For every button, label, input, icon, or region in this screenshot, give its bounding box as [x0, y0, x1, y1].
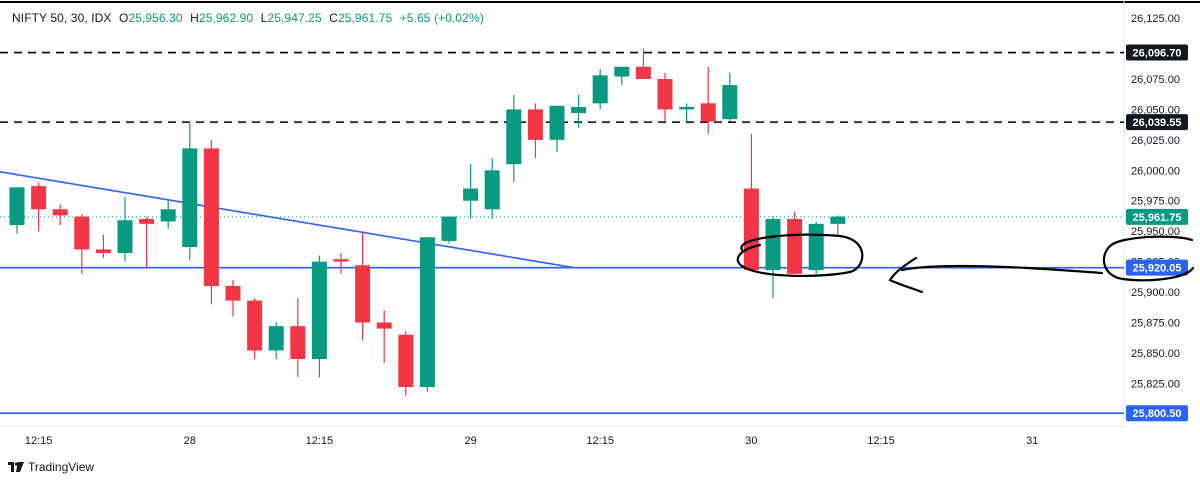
price-tick-label: 26,125.00 — [1131, 13, 1180, 25]
candle-body — [268, 326, 284, 351]
change-value: +5.65 (+0.02%) — [399, 11, 484, 25]
time-tick-label: 12:15 — [306, 435, 334, 447]
candle-body — [139, 219, 155, 224]
price-label-bg — [1126, 259, 1188, 276]
candle-body — [765, 219, 781, 271]
price-labels: 26,096.70 26,039.55 25,961.75 25,920.05 25,8… — [1126, 44, 1188, 422]
price-label: 25,920.05 — [1133, 263, 1182, 275]
price-label-bg — [1126, 114, 1188, 131]
candle-body — [95, 249, 111, 254]
candle-body — [527, 109, 543, 140]
brand-name: TradingView — [28, 460, 95, 474]
high-value: 25,962.90 — [198, 11, 254, 25]
candle-body — [635, 66, 651, 79]
time-tick-label: 28 — [184, 435, 196, 447]
candle-body — [182, 148, 198, 248]
candle-body — [290, 326, 306, 360]
time-tick-label: 12:15 — [25, 435, 53, 447]
candle-body — [203, 148, 219, 286]
open-label: O — [118, 11, 129, 25]
price-label-bg — [1126, 405, 1188, 422]
low-value: 25,947.25 — [267, 11, 322, 25]
price-label: 25,800.50 — [1133, 408, 1182, 420]
tradingview-logo-icon — [8, 462, 24, 472]
candle-body — [463, 188, 479, 201]
candle-body — [398, 334, 414, 388]
candle-body — [614, 66, 630, 77]
high-label: H — [190, 11, 199, 25]
candle-body — [592, 75, 608, 104]
arrow-shaft — [900, 264, 1104, 275]
price-tick-label: 26,000.00 — [1131, 165, 1180, 177]
time-tick-label: 12:15 — [867, 435, 895, 447]
price-tick-label: 25,950.00 — [1131, 226, 1180, 238]
candle-body — [376, 322, 392, 329]
candle-body — [160, 209, 176, 222]
low-label: L — [260, 11, 268, 25]
trendline — [0, 170, 575, 269]
candle-body — [787, 219, 803, 274]
candle-body — [743, 188, 759, 271]
candle-body — [506, 109, 522, 165]
close-label: C — [329, 11, 338, 25]
price-tick-label: 25,900.00 — [1131, 287, 1180, 299]
ohlc-legend: NIFTY 50, 30, IDX O25,956.30 H25,962.90 … — [12, 11, 484, 25]
tradingview-brand[interactable]: TradingView — [8, 460, 94, 474]
price-tick-label: 25,850.00 — [1131, 348, 1180, 360]
candle-body — [225, 285, 241, 301]
horizontal-levels — [0, 51, 1124, 415]
price-label-bg — [1126, 44, 1188, 61]
candle-body — [700, 103, 716, 122]
price-tick-label: 26,025.00 — [1131, 135, 1180, 147]
price-axis[interactable]: 26,125.00 26,075.00 26,050.00 26,025.00 26,0… — [1131, 13, 1180, 390]
arrow-head — [888, 256, 924, 294]
price-label: 25,961.75 — [1133, 212, 1182, 224]
candle-body — [419, 237, 435, 388]
price-label: 26,039.55 — [1133, 117, 1182, 129]
price-tick-label: 26,050.00 — [1131, 104, 1180, 116]
candle-body — [52, 209, 68, 216]
hand-drawn-annotations — [736, 233, 1195, 294]
candle-body — [117, 220, 133, 254]
candle-body — [722, 85, 738, 120]
time-tick-label: 31 — [1026, 435, 1038, 447]
highlight-ellipse — [736, 233, 864, 277]
price-label-bg — [1126, 208, 1188, 225]
candle-body — [679, 106, 695, 110]
candle-body — [333, 259, 349, 262]
close-value: 25,961.75 — [337, 11, 393, 25]
candle-body — [571, 106, 587, 114]
time-tick-label: 30 — [745, 435, 757, 447]
axis-label-circle — [1102, 235, 1195, 282]
price-tick-label: 25,825.00 — [1131, 378, 1180, 390]
candle-body — [484, 170, 500, 210]
candle-body — [657, 78, 673, 110]
candle-body — [549, 105, 565, 140]
candle-body — [74, 216, 90, 250]
open-value: 25,956.30 — [128, 11, 183, 25]
candle-body — [441, 216, 457, 241]
candle-body — [808, 223, 824, 271]
candle-body — [247, 300, 263, 351]
price-label: 26,096.70 — [1133, 48, 1182, 60]
time-tick-label: 29 — [464, 435, 476, 447]
candle-body — [355, 265, 371, 323]
price-tick-label: 25,975.00 — [1131, 196, 1180, 208]
candle-body — [311, 261, 327, 360]
symbol-label[interactable]: NIFTY 50, 30, IDX — [12, 11, 112, 25]
time-tick-label: 12:15 — [586, 435, 614, 447]
trendline-layer — [0, 170, 575, 269]
candle-body — [9, 187, 25, 226]
candle-body — [830, 216, 846, 224]
candle-body — [31, 186, 47, 210]
candles — [9, 48, 846, 396]
price-tick-label: 26,075.00 — [1131, 74, 1180, 86]
time-axis[interactable]: 12:15 28 12:15 29 12:15 30 12:15 31 — [25, 435, 1038, 447]
price-tick-label: 25,875.00 — [1131, 318, 1180, 330]
